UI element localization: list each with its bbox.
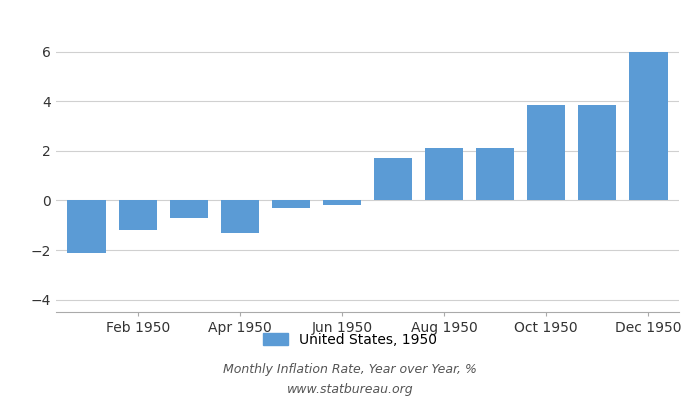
Bar [67, 200, 106, 252]
Legend: United States, 1950: United States, 1950 [258, 327, 442, 352]
Bar [272, 200, 310, 208]
Bar [476, 148, 514, 200]
Bar [374, 158, 412, 200]
Bar [169, 200, 208, 218]
Bar [118, 200, 157, 230]
Bar [425, 148, 463, 200]
Bar [323, 200, 361, 206]
Bar [527, 105, 566, 200]
Bar [578, 105, 617, 200]
Bar [629, 52, 668, 200]
Bar [220, 200, 259, 233]
Text: www.statbureau.org: www.statbureau.org [287, 384, 413, 396]
Text: Monthly Inflation Rate, Year over Year, %: Monthly Inflation Rate, Year over Year, … [223, 364, 477, 376]
